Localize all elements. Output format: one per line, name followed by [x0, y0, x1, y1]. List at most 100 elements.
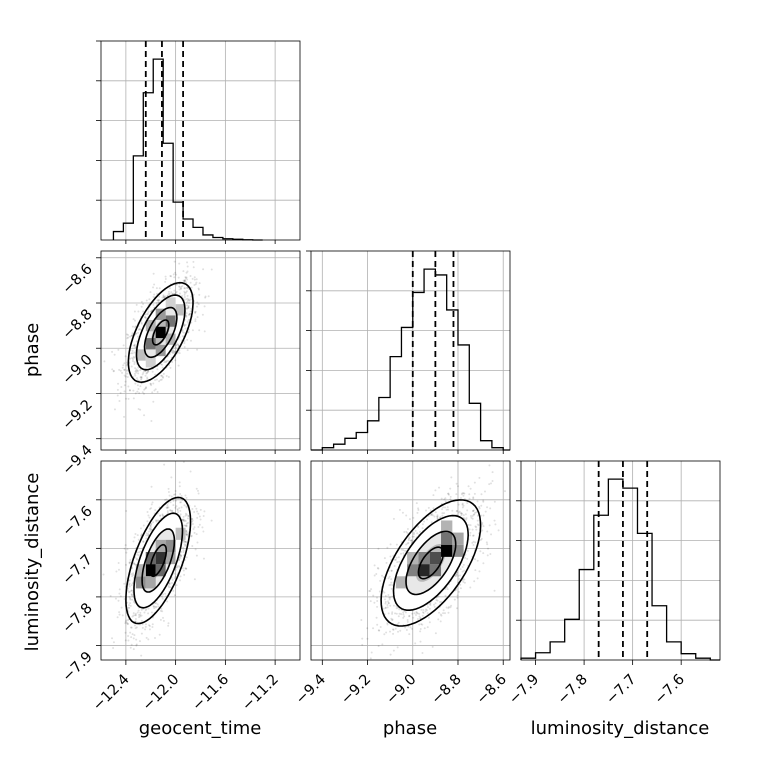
sample-point [181, 294, 184, 297]
contour-line [135, 294, 186, 371]
sample-point [135, 643, 138, 646]
sample-point [154, 373, 157, 376]
sample-point [479, 538, 482, 541]
sample-point [204, 296, 207, 299]
sample-point [187, 330, 190, 333]
sample-point [102, 573, 105, 576]
sample-point [148, 528, 151, 531]
sample-point [134, 627, 137, 630]
sample-point [191, 517, 194, 520]
sample-point [176, 509, 179, 512]
density-cell [155, 308, 166, 320]
sample-point [136, 551, 139, 554]
sample-point [182, 519, 185, 522]
density-cell [418, 564, 430, 577]
sample-point [123, 362, 126, 365]
x-tick-label: −8.8 [429, 672, 465, 708]
sample-point [152, 400, 155, 403]
sample-point [488, 464, 491, 467]
sample-point [438, 611, 441, 614]
sample-point [154, 378, 157, 381]
sample-point [480, 514, 483, 517]
sample-point [130, 636, 133, 639]
sample-point [438, 486, 441, 489]
sample-point [155, 605, 158, 608]
sample-point [168, 287, 171, 290]
sample-point [127, 397, 130, 400]
sample-point [486, 530, 489, 533]
sample-point [199, 518, 202, 521]
sample-point [369, 589, 372, 592]
sample-point [139, 550, 142, 553]
sample-point [158, 633, 161, 636]
sample-point [133, 310, 136, 313]
sample-point [119, 369, 122, 372]
sample-point [103, 360, 106, 363]
sample-point [165, 506, 168, 509]
sample-point [173, 594, 176, 597]
sample-point [128, 389, 131, 392]
sample-point [137, 310, 140, 313]
sample-point [493, 500, 496, 503]
sample-point [416, 532, 419, 535]
y-axis-label-phase: phase [22, 323, 43, 377]
sample-point [173, 289, 176, 292]
sample-point [466, 509, 469, 512]
x-tick-label: −9.2 [338, 672, 374, 708]
sample-point [428, 607, 431, 610]
sample-point [167, 487, 170, 490]
sample-point [145, 532, 148, 535]
sample-point [196, 516, 199, 519]
sample-point [489, 553, 492, 556]
histogram-line [311, 268, 510, 451]
sample-point [443, 612, 446, 615]
contour-line [143, 306, 178, 359]
sample-point [158, 380, 161, 383]
sample-point [134, 614, 137, 617]
sample-point [134, 382, 137, 385]
sample-point [382, 576, 385, 579]
sample-point [130, 573, 133, 576]
sample-point [125, 619, 128, 622]
sample-point [427, 605, 430, 608]
sample-point [184, 543, 187, 546]
sample-point [172, 350, 175, 353]
y-tick-label: −7.6 [60, 503, 96, 539]
sample-point [167, 375, 170, 378]
sample-point [161, 366, 164, 369]
sample-point [174, 359, 177, 362]
sample-point [455, 493, 458, 496]
sample-point [471, 517, 474, 520]
density [102, 461, 213, 657]
sample-point [155, 301, 158, 304]
sample-point [140, 608, 143, 611]
contour-line [417, 546, 445, 580]
sample-point [145, 372, 148, 375]
sample-point [162, 294, 165, 297]
sample-point [132, 358, 135, 361]
sample-point [177, 511, 180, 514]
sample-point [469, 515, 472, 518]
sample-point [387, 594, 390, 597]
sample-point [126, 623, 129, 626]
sample-point [131, 582, 134, 585]
sample-point [193, 311, 196, 314]
sample-point [183, 519, 186, 522]
sample-point [125, 397, 128, 400]
sample-point [193, 505, 196, 508]
sample-point [135, 638, 138, 641]
sample-point [133, 563, 136, 566]
sample-point [185, 312, 188, 315]
sample-point [419, 628, 422, 631]
sample-point [118, 368, 121, 371]
y-tick-label: −8.8 [60, 307, 96, 343]
sample-point [185, 522, 188, 525]
sample-point [188, 312, 191, 315]
y-axis-phase: −8.6−8.8−9.0−9.2−9.4 [60, 257, 101, 478]
sample-point [125, 369, 128, 372]
sample-point [182, 515, 185, 518]
sample-point [156, 519, 159, 522]
sample-point [459, 583, 462, 586]
sample-point [184, 544, 187, 547]
sample-point [151, 501, 154, 504]
